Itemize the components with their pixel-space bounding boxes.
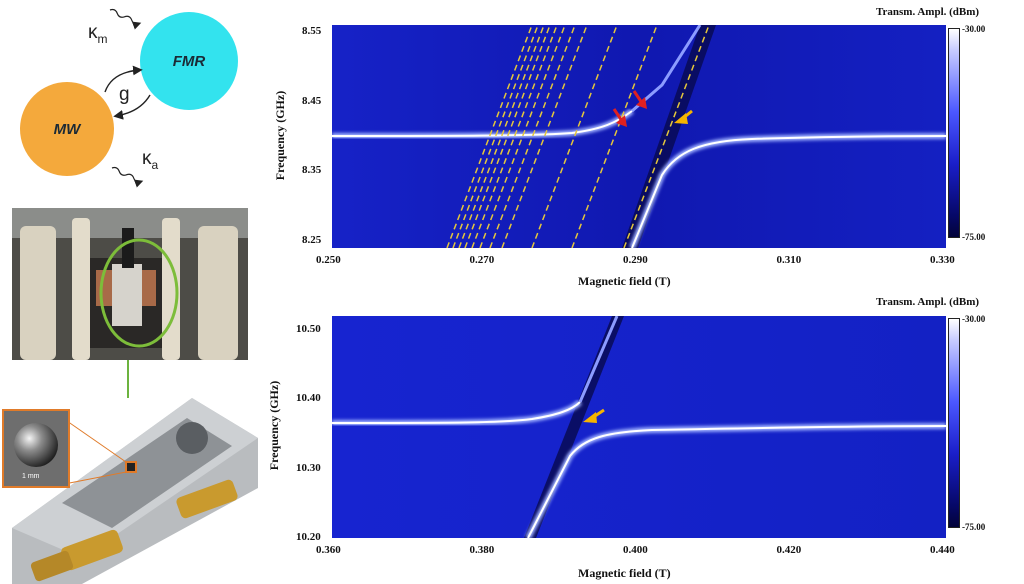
coupling-arrows [104, 8, 151, 188]
x-tick-label: 0.400 [623, 544, 648, 556]
x-tick-label: 0.380 [469, 544, 495, 556]
top-colorbar-max: -30.00 [962, 24, 986, 34]
bottom-colorbar-max: -30.00 [962, 314, 986, 324]
yig-sphere [4, 411, 68, 486]
fmr-circle: FMR [140, 12, 238, 110]
magnet-photo [12, 208, 248, 360]
y-tick-label: 10.20 [296, 531, 321, 543]
top-colorbar [948, 28, 960, 238]
x-tick-label: 0.270 [469, 254, 495, 266]
x-tick-label: 0.290 [623, 254, 648, 266]
y-tick-label: 8.45 [302, 94, 322, 107]
top-y-axis-title: Frequency (GHz) [273, 90, 288, 181]
y-tick-label: 8.55 [302, 24, 322, 37]
bottom-colorbar-min: -75.00 [962, 522, 986, 532]
x-tick-label: 0.250 [316, 254, 341, 266]
kappa-m-wave [109, 8, 142, 30]
kappa-a-wave [111, 166, 144, 188]
fmr-label: FMR [172, 52, 206, 70]
x-tick-label: 0.440 [930, 544, 955, 556]
coupling-symbol: g [119, 84, 130, 105]
top-x-axis-title: Magnetic field (T) [578, 274, 671, 288]
orange-arrow [674, 109, 693, 124]
kappa-m-symbol: κm [88, 22, 108, 46]
mw-circle: MW [20, 82, 114, 176]
y-tick-label: 10.50 [296, 322, 321, 335]
top-heatmap [331, 24, 947, 250]
coupling-arrow-up [104, 65, 143, 93]
x-tick-label: 0.360 [316, 544, 341, 556]
bottom-heatmap [331, 315, 947, 540]
y-tick-label: 8.25 [302, 234, 322, 247]
y-tick-label: 10.30 [296, 461, 321, 474]
red-arrow-2 [632, 90, 647, 109]
kappa-a-symbol: κa [142, 148, 159, 172]
y-tick-label: 8.35 [302, 164, 322, 177]
bottom-colorbar [948, 318, 960, 528]
mw-label: MW [53, 120, 81, 138]
y-tick-label: 10.40 [296, 392, 321, 405]
orange-arrow-bottom [583, 408, 605, 423]
bottom-y-axis-title: Frequency (GHz) [267, 380, 282, 471]
x-tick-label: 0.420 [776, 544, 802, 556]
x-tick-label: 0.310 [776, 254, 802, 266]
bottom-x-axis-title: Magnetic field (T) [578, 566, 671, 580]
top-colorbar-title: Transm. Ampl. (dBm) [876, 6, 980, 18]
top-colorbar-min: -75.00 [962, 232, 986, 242]
red-arrow-1 [612, 108, 627, 127]
scale-bar-label: 1 mm [22, 473, 40, 480]
coupling-arrow-down [113, 94, 151, 120]
sphere-inset: 1 mm [2, 409, 70, 488]
x-tick-label: 0.330 [930, 254, 955, 266]
bottom-colorbar-title: Transm. Ampl. (dBm) [876, 296, 980, 308]
